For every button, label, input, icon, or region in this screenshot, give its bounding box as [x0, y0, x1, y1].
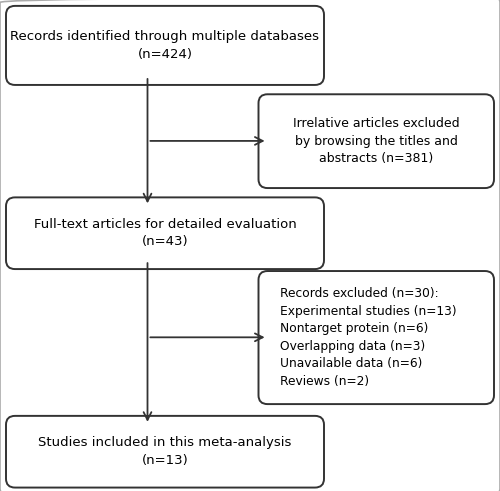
- Text: Records identified through multiple databases
(n=424): Records identified through multiple data…: [10, 30, 320, 61]
- FancyBboxPatch shape: [6, 197, 324, 269]
- FancyBboxPatch shape: [6, 6, 324, 85]
- Text: Studies included in this meta-analysis
(n=13): Studies included in this meta-analysis (…: [38, 436, 292, 467]
- FancyBboxPatch shape: [258, 271, 494, 404]
- Text: Irrelative articles excluded
by browsing the titles and
abstracts (n=381): Irrelative articles excluded by browsing…: [293, 117, 460, 165]
- Text: Full-text articles for detailed evaluation
(n=43): Full-text articles for detailed evaluati…: [34, 218, 296, 248]
- FancyBboxPatch shape: [258, 94, 494, 188]
- FancyBboxPatch shape: [6, 416, 324, 488]
- Text: Records excluded (n=30):
Experimental studies (n=13)
Nontarget protein (n=6)
Ove: Records excluded (n=30): Experimental st…: [280, 287, 456, 388]
